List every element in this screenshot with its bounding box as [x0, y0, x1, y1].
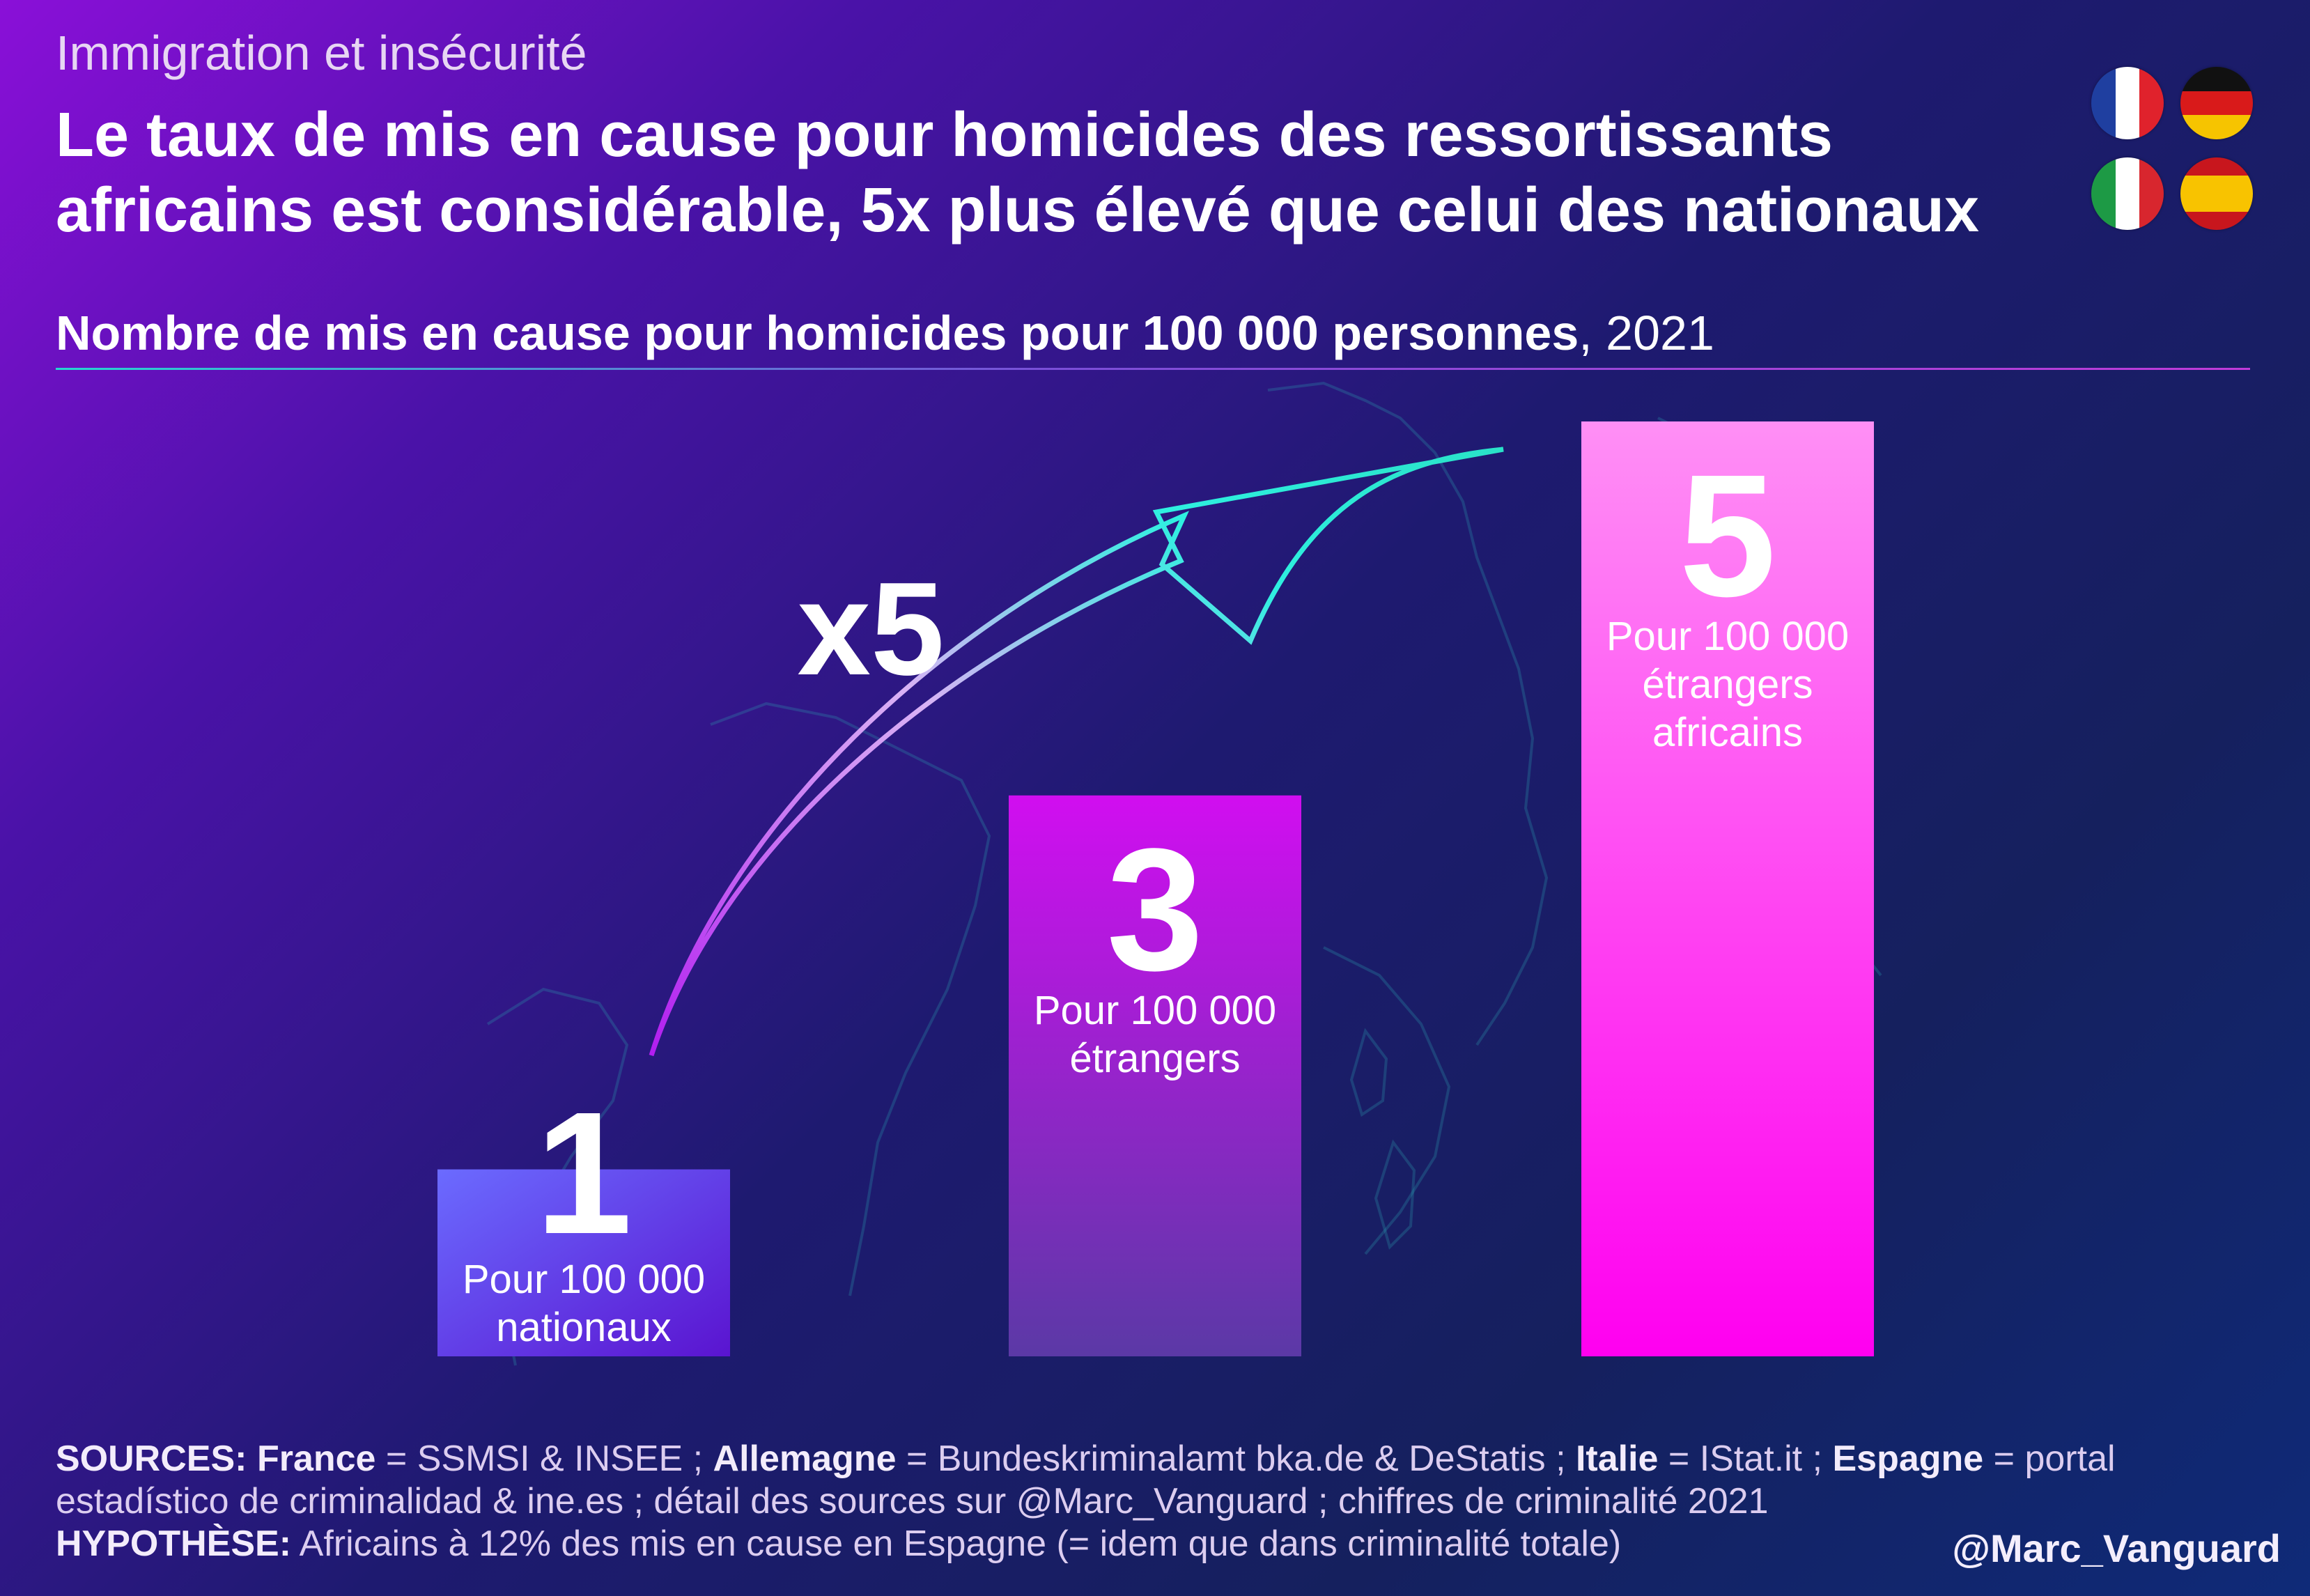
bar-1: [437, 1169, 730, 1356]
bar-3: [1581, 421, 1874, 1356]
source-germany-label: Allemagne: [713, 1439, 897, 1479]
supertitle: Immigration et insécurité: [56, 26, 587, 80]
source-italy-label: Italie: [1575, 1439, 1659, 1479]
bar-category-label: africains: [1652, 710, 1803, 755]
bar-category-label: étrangers: [1642, 662, 1813, 707]
source-france-label: France: [256, 1439, 376, 1479]
sources-label: SOURCES:: [56, 1439, 247, 1479]
hypothesis-text: Africains à 12% des mis en cause en Espa…: [291, 1524, 1622, 1564]
multiplier-annotation: x5: [797, 555, 944, 703]
bar-category-label: étrangers: [1069, 1036, 1240, 1081]
source-france-text: = SSMSI & INSEE ;: [375, 1439, 713, 1479]
author-handle: @Marc_Vanguard: [1952, 1526, 2281, 1570]
bar-category-label: Pour 100 000: [463, 1257, 705, 1302]
source-spain-text: = portal estadístico de criminalidad & i…: [56, 1439, 2116, 1521]
bar-2: [1009, 795, 1301, 1356]
source-italy-text: = IStat.it ;: [1658, 1439, 1833, 1479]
source-germany-text: = Bundeskriminalamt bka.de & DeStatis ;: [896, 1439, 1576, 1479]
hypothesis-label: HYPOTHÈSE:: [56, 1524, 292, 1564]
source-spain-label: Espagne: [1832, 1439, 1984, 1479]
subtitle-year: , 2021: [1579, 306, 1714, 360]
growth-arrow-icon: [649, 447, 1504, 1057]
bar-category-label: Pour 100 000: [1606, 614, 1849, 659]
bar-category-label: Pour 100 000: [1034, 988, 1276, 1033]
page-title: Le taux de mis en cause pour homicides d…: [56, 100, 1980, 245]
subtitle-bold: Nombre de mis en cause pour homicides po…: [56, 306, 1579, 360]
sources-note: SOURCES: France = SSMSI & INSEE ; Allema…: [56, 1438, 2146, 1565]
bar-category-label: nationaux: [496, 1305, 672, 1350]
bar-value-label: 1: [535, 1076, 632, 1270]
bar-value-label: 3: [1106, 812, 1203, 1007]
chart-subtitle: Nombre de mis en cause pour homicides po…: [56, 305, 1714, 361]
bar-value-label: 5: [1679, 438, 1776, 633]
subtitle-divider: [56, 368, 2250, 370]
